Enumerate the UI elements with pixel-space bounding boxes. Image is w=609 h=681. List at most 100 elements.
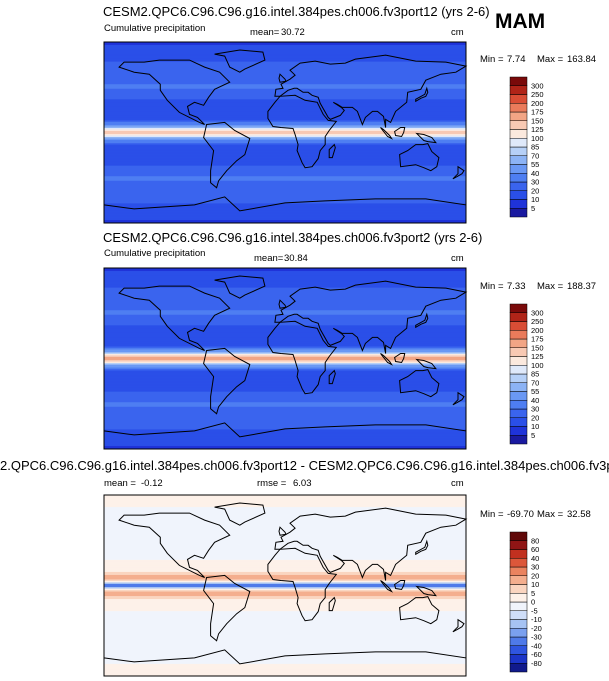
- map-band: [104, 543, 466, 546]
- map-band: [104, 63, 466, 66]
- map-band: [104, 46, 466, 49]
- map-band: [104, 663, 466, 666]
- map-band: [104, 376, 466, 379]
- map-band: [104, 99, 466, 102]
- coastline-britain: [278, 299, 287, 309]
- coastline-madagascar: [328, 369, 336, 385]
- map-band: [104, 593, 466, 596]
- map-band: [104, 292, 466, 295]
- map-band: [104, 647, 466, 650]
- colorbar-swatch: [509, 619, 528, 629]
- map-band: [104, 120, 466, 123]
- map-band: [104, 638, 466, 641]
- map-band: [104, 388, 466, 391]
- map-band: [104, 409, 466, 412]
- map-band: [104, 415, 466, 418]
- colorbar-tick-label: 55: [531, 387, 539, 396]
- colorbar-tick-label: 250: [531, 317, 544, 326]
- colorbar-swatch: [509, 94, 528, 104]
- map-band: [104, 311, 466, 314]
- coastline-new-zealand: [452, 618, 465, 633]
- coastline-australia: [399, 596, 440, 625]
- colorbar-tick-label: -40: [531, 641, 542, 650]
- map-band: [104, 596, 466, 599]
- map-band: [104, 287, 466, 290]
- map-band: [104, 364, 466, 367]
- map-band: [104, 102, 466, 105]
- map-band: [104, 165, 466, 168]
- colorbar-swatch: [509, 173, 528, 183]
- coastline-sumatra: [380, 127, 394, 140]
- map-band: [104, 135, 466, 138]
- coastline-new-zealand: [452, 165, 465, 180]
- map-band: [104, 361, 466, 364]
- colorbar-swatch: [509, 338, 528, 348]
- map-band: [104, 127, 466, 130]
- map-band: [104, 639, 466, 642]
- coastline-new-guinea: [415, 132, 437, 144]
- colorbar-swatch: [509, 593, 528, 603]
- map-band: [104, 79, 466, 82]
- map-band: [104, 289, 466, 292]
- map-band: [104, 568, 466, 571]
- map-band: [104, 58, 466, 61]
- map-band: [104, 198, 466, 201]
- map-band: [104, 286, 466, 289]
- map-band: [104, 168, 466, 171]
- map-band: [104, 350, 466, 353]
- map-band: [104, 146, 466, 149]
- map-band: [104, 369, 466, 372]
- map-band: [104, 537, 466, 540]
- map-band: [104, 426, 466, 429]
- map-band: [104, 150, 466, 153]
- map-band: [104, 605, 466, 608]
- map-band: [104, 137, 466, 140]
- colorbar-tick-label: -30: [531, 633, 542, 642]
- map-band: [104, 641, 466, 644]
- map-band: [104, 424, 466, 427]
- panel3-mean-label: mean =: [104, 478, 136, 489]
- map-band: [104, 523, 466, 526]
- map-band: [104, 632, 466, 635]
- map-band: [104, 602, 466, 605]
- season-label: MAM: [495, 10, 546, 33]
- colorbar-tick-label: 5: [531, 589, 535, 598]
- map-band: [104, 650, 466, 653]
- colorbar-swatch: [509, 663, 528, 673]
- colorbar-tick-label: 20: [531, 413, 539, 422]
- map-band: [104, 668, 466, 671]
- colorbar-swatch: [509, 164, 528, 174]
- colorbar-swatch: [509, 155, 528, 165]
- map-band: [104, 85, 466, 88]
- colorbar-swatch: [509, 558, 528, 568]
- map-band: [104, 70, 466, 73]
- map-band: [104, 430, 466, 433]
- map-band: [104, 587, 466, 590]
- map-band: [104, 552, 466, 555]
- map-band: [104, 189, 466, 192]
- map-band: [104, 363, 466, 366]
- colorbar-swatch: [509, 347, 528, 357]
- map-band: [104, 152, 466, 155]
- map-band: [104, 42, 466, 45]
- map-band: [104, 513, 466, 516]
- map-band: [104, 130, 466, 133]
- coastline-borneo: [394, 127, 406, 138]
- panel3-map: [103, 494, 468, 677]
- map-band: [104, 155, 466, 158]
- map-band: [104, 281, 466, 284]
- map-band: [104, 671, 466, 674]
- map-band: [104, 69, 466, 72]
- map-band: [104, 61, 466, 64]
- map-band: [104, 179, 466, 182]
- map-band: [104, 349, 466, 352]
- map-band: [104, 329, 466, 332]
- colorbar-swatch: [509, 129, 528, 139]
- coastline-north-america: [118, 512, 231, 578]
- map-band: [104, 588, 466, 591]
- map-band: [104, 340, 466, 343]
- map-band: [104, 204, 466, 207]
- colorbar-swatch: [509, 76, 528, 86]
- colorbar-swatch: [509, 610, 528, 620]
